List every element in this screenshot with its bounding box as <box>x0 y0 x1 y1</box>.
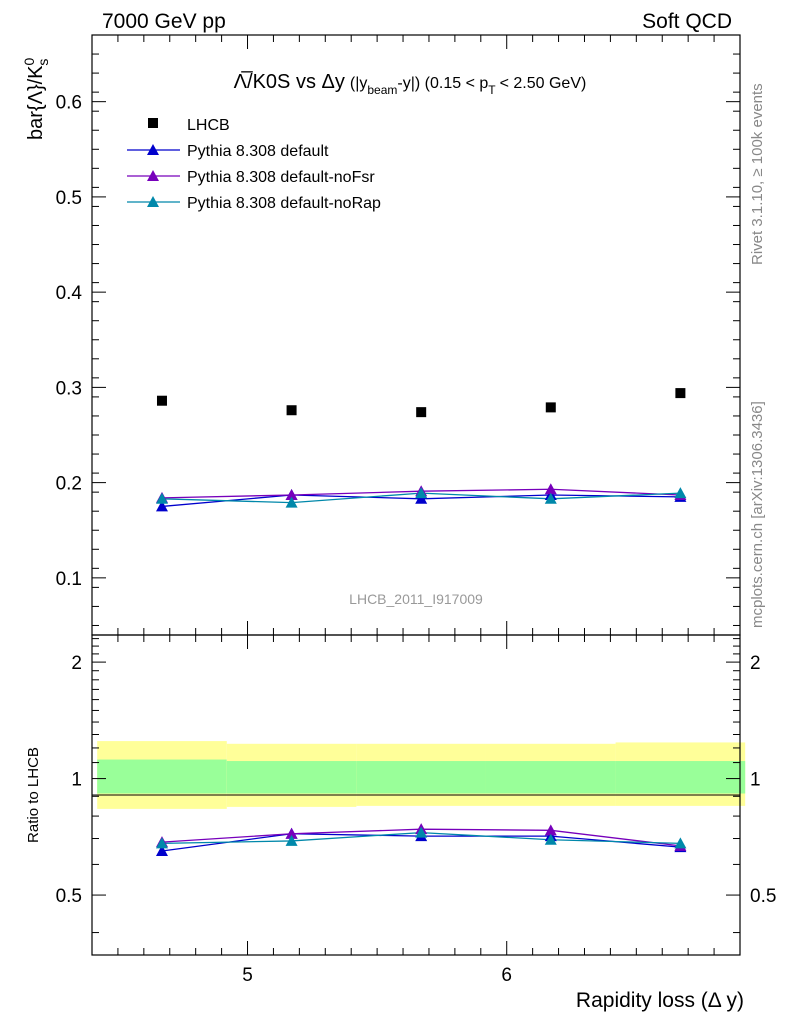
legend-label: Pythia 8.308 default-noRap <box>187 195 381 212</box>
main-ylabel: bar{Λ}/K0s <box>21 57 51 140</box>
title-sub2: T <box>488 83 496 97</box>
main-ytick-label: 0.1 <box>56 569 82 590</box>
series-marker <box>544 483 557 495</box>
title-main: Λ̅/K0S vs Δy <box>234 70 345 93</box>
ratio-ytick-label: 0.5 <box>56 886 82 907</box>
main-title: Λ̅/K0S vs Δy (|ybeam-y|) (0.15 < pT < 2.5… <box>234 70 587 97</box>
data-point-lhcb <box>416 407 427 418</box>
main-ytick-label: 0.6 <box>56 93 82 114</box>
main-ytick-label: 0.3 <box>56 378 82 399</box>
legend-marker <box>148 118 158 128</box>
title-sub1: beam <box>367 83 397 97</box>
ratio-band-inner <box>356 761 486 794</box>
legend-label: Pythia 8.308 default <box>187 143 329 160</box>
ylabel-text: bar{Λ}/K <box>25 65 47 140</box>
ratio-ytick-label-right: 1 <box>750 770 761 791</box>
series-marker <box>155 500 168 512</box>
mcplots-label: mcplots.cern.ch [arXiv:1306.3436] <box>749 401 766 628</box>
data-point-lhcb <box>675 388 686 399</box>
series-marker <box>155 492 168 504</box>
xtick-label: 6 <box>501 965 512 986</box>
x-axis-label: Rapidity loss (Δ y) <box>576 989 744 1012</box>
xtick-label: 5 <box>242 965 253 986</box>
ratio-series-marker <box>155 844 168 856</box>
data-point-lhcb <box>156 395 167 406</box>
ratio-ytick-label: 1 <box>71 770 82 791</box>
legend-marker <box>147 170 159 181</box>
legend-marker <box>147 144 159 155</box>
ratio-band-inner <box>615 761 746 794</box>
ratio-series-marker <box>155 837 168 849</box>
main-ytick-label: 0.2 <box>56 474 82 495</box>
legend-label: Pythia 8.308 default-noFsr <box>187 169 375 186</box>
data-point-lhcb <box>545 402 556 413</box>
series-marker <box>544 492 557 504</box>
ylabel-sub: s <box>35 59 51 66</box>
series-marker <box>285 496 298 508</box>
title-mid: -y|) (0.15 < p <box>397 75 488 92</box>
analysis-watermark: LHCB_2011_I917009 <box>349 591 483 607</box>
ratio-series-marker <box>285 827 298 839</box>
series-marker <box>415 487 428 499</box>
header-left: 7000 GeV pp <box>102 10 226 33</box>
legend-marker <box>147 196 159 207</box>
ratio-ylabel: Ratio to LHCB <box>25 747 42 843</box>
ratio-ytick-label-right: 0.5 <box>750 886 776 907</box>
ylabel-sup: 0 <box>21 57 37 65</box>
series-marker <box>415 492 428 504</box>
series-marker <box>285 489 298 500</box>
legend: LHCB Pythia 8.308 default Pythia 8.308 def… <box>127 117 381 212</box>
ratio-series-marker <box>285 834 298 846</box>
ratio-series-marker <box>544 824 557 836</box>
title-tail: (|y <box>350 75 367 92</box>
ratio-series-marker <box>544 833 557 845</box>
main-panel: 0.1 0.2 0.3 0.4 0.5 0.6 5 6 <box>56 34 741 986</box>
ratio-band-inner <box>226 761 357 794</box>
series-marker <box>674 487 687 499</box>
ratio-series-marker <box>674 837 687 849</box>
main-ytick-label: 0.4 <box>56 283 83 304</box>
header-right: Soft QCD <box>642 10 732 33</box>
legend-label: LHCB <box>187 117 230 134</box>
ratio-frame <box>91 634 741 956</box>
title-end: < 2.50 GeV) <box>500 75 587 92</box>
ratio-ytick-label: 2 <box>71 653 82 674</box>
ratio-ytick-label-right: 2 <box>750 653 761 674</box>
ratio-panel: 0.5 0.5 1 1 2 2 <box>56 634 776 956</box>
ratio-band-inner <box>485 761 616 794</box>
rivet-label: Rivet 3.1.10, ≥ 100k events <box>749 83 766 265</box>
main-ytick-label: 0.5 <box>56 188 82 209</box>
ratio-series-marker <box>415 826 428 838</box>
data-point-lhcb <box>286 405 297 416</box>
ratio-band-inner <box>97 759 227 794</box>
